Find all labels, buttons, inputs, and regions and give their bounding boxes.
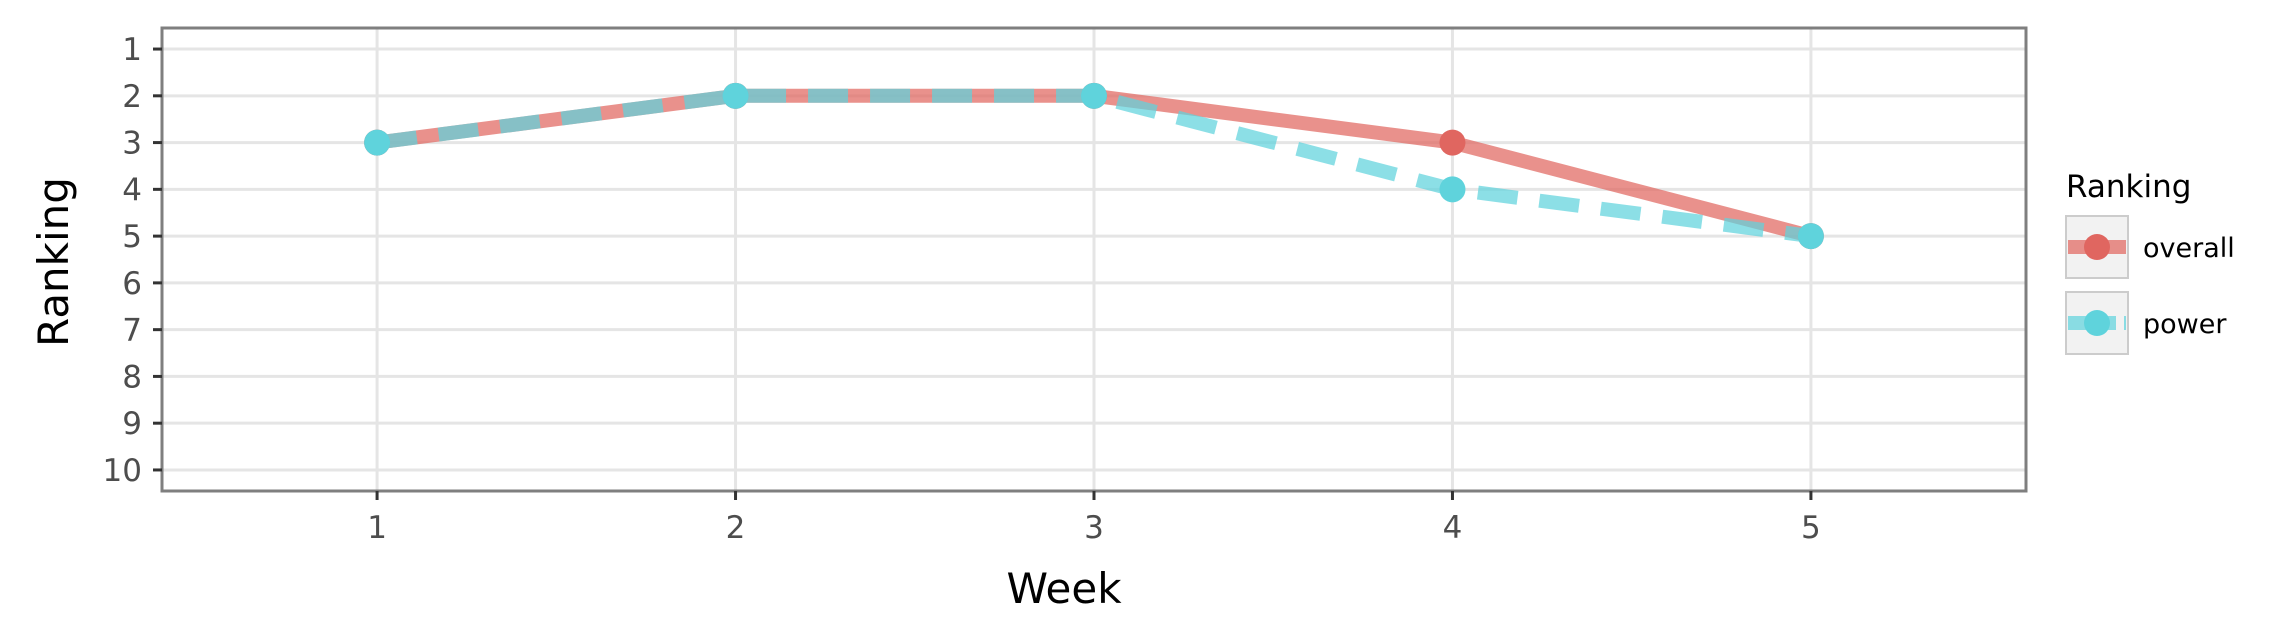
legend-marker bbox=[2084, 234, 2110, 260]
y-tick-label: 1 bbox=[122, 32, 142, 68]
legend-title: Ranking bbox=[2066, 169, 2191, 205]
legend-marker bbox=[2084, 310, 2110, 336]
y-tick-label: 5 bbox=[122, 219, 142, 255]
data-point-overall bbox=[1439, 129, 1466, 156]
series-power bbox=[364, 82, 1824, 250]
legend-label: overall bbox=[2143, 233, 2235, 264]
x-tick-label: 5 bbox=[1801, 510, 1821, 546]
data-point-power bbox=[722, 82, 749, 109]
y-tick-label: 9 bbox=[122, 406, 142, 442]
y-tick-label: 6 bbox=[122, 266, 142, 302]
x-axis-title: Week bbox=[1006, 564, 1122, 613]
series-layer bbox=[364, 82, 1824, 250]
x-tick-label: 4 bbox=[1443, 510, 1463, 546]
y-axis-ticks: 1 2 3 4 5 6 7 8 9 10 bbox=[103, 32, 162, 489]
data-point-power bbox=[1081, 82, 1107, 109]
data-point-power bbox=[364, 129, 391, 156]
y-tick-label: 3 bbox=[122, 126, 142, 162]
y-axis-title: Ranking bbox=[29, 177, 78, 347]
legend: Ranking overall power bbox=[2065, 169, 2235, 355]
data-point-power bbox=[1797, 223, 1824, 250]
x-tick-label: 2 bbox=[726, 510, 746, 546]
x-tick-label: 3 bbox=[1084, 510, 1104, 546]
y-tick-label: 4 bbox=[122, 172, 142, 208]
y-tick-label: 10 bbox=[103, 453, 142, 489]
y-tick-label: 2 bbox=[122, 79, 142, 115]
data-point-power bbox=[1439, 176, 1466, 203]
x-axis-ticks: 1 2 3 4 5 bbox=[367, 491, 1821, 546]
x-tick-label: 1 bbox=[367, 510, 387, 546]
grid-y bbox=[162, 47, 2026, 472]
legend-item-overall: overall bbox=[2065, 215, 2235, 279]
y-tick-label: 7 bbox=[122, 313, 142, 349]
y-tick-label: 8 bbox=[122, 359, 142, 395]
legend-label: power bbox=[2143, 309, 2227, 340]
legend-item-power: power bbox=[2065, 291, 2227, 355]
